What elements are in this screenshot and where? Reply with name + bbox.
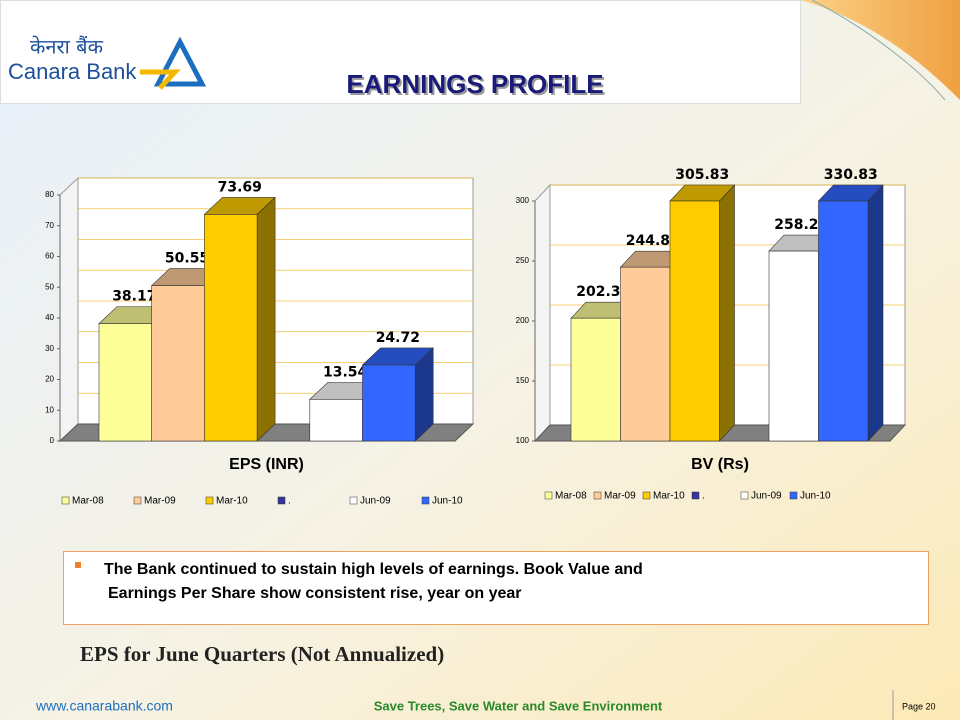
footer-page: Page 20	[902, 701, 936, 711]
side-wall	[59, 176, 79, 443]
y-tick-label: 60	[45, 252, 54, 261]
legend-swatch	[740, 491, 749, 500]
footer-url: www.canarabank.com	[35, 698, 173, 714]
legend-label: .	[702, 491, 705, 502]
logo-text: Canara Bank	[8, 59, 137, 84]
logo-hindi: केनरा बैंक	[30, 35, 104, 59]
y-tick-label: 30	[45, 344, 54, 353]
y-tick-label: 10	[45, 405, 54, 414]
y-tick-label: 300	[516, 196, 530, 205]
chart-title: BV (Rs)	[691, 456, 749, 473]
data-label: 305.83	[675, 167, 729, 183]
swoosh	[800, 0, 960, 100]
note-line: Earnings Per Share show consistent rise,…	[108, 585, 522, 602]
footer-slogan: Save Trees, Save Water and Save Environm…	[374, 698, 663, 713]
legend-swatch	[133, 496, 142, 505]
y-tick-label: 80	[45, 190, 54, 199]
legend-label: Mar-10	[216, 496, 248, 507]
bar	[151, 285, 205, 442]
y-tick-label: 150	[516, 376, 530, 385]
legend-swatch	[642, 491, 651, 500]
side-wall	[534, 183, 551, 443]
data-label: 330.83	[824, 167, 878, 183]
legend-swatch	[691, 491, 700, 500]
legend-swatch	[593, 491, 602, 500]
bar	[98, 323, 153, 442]
legend-swatch	[205, 496, 214, 505]
legend-label: Mar-09	[144, 496, 176, 507]
y-tick-label: 100	[516, 436, 530, 445]
header-box	[0, 0, 801, 104]
legend-label: Mar-10	[653, 491, 685, 502]
data-label: 258.25	[774, 217, 828, 233]
y-tick-label: 50	[45, 282, 54, 291]
legend-swatch	[789, 491, 798, 500]
data-label: 202.33	[576, 284, 630, 300]
bar	[204, 214, 258, 442]
subtitle: EPS for June Quarters (Not Annualized)	[80, 642, 444, 666]
header-curve	[811, 0, 946, 101]
legend-label: Jun-10	[800, 491, 831, 502]
data-label: 13.54	[323, 364, 368, 380]
bar-side	[256, 196, 276, 442]
note-box	[63, 551, 929, 625]
legend-label: Mar-09	[604, 491, 636, 502]
legend-label: Jun-09	[751, 491, 782, 502]
legend-label: Mar-08	[72, 496, 104, 507]
legend-swatch	[544, 491, 553, 500]
data-label: 244.87	[626, 233, 680, 249]
data-label: 38.17	[112, 289, 156, 305]
bar	[620, 266, 671, 442]
data-label: 24.72	[376, 330, 420, 346]
y-tick-label: 20	[45, 375, 54, 384]
legend-label: .	[288, 496, 291, 507]
bullet	[75, 562, 81, 568]
bar	[669, 200, 720, 442]
title-shadow: EARNINGS PROFILE	[348, 71, 605, 101]
legend-label: Mar-08	[555, 491, 587, 502]
bar	[768, 250, 819, 442]
legend-swatch	[61, 496, 70, 505]
bar	[818, 200, 869, 442]
bar	[309, 399, 363, 442]
data-label: 73.69	[218, 179, 262, 195]
note-line: The Bank continued to sustain high level…	[104, 561, 643, 578]
legend-swatch	[421, 496, 430, 505]
y-tick-label: 250	[516, 256, 530, 265]
bar	[570, 317, 621, 442]
y-tick-label: 40	[45, 313, 54, 322]
legend-swatch	[349, 496, 358, 505]
bar-side	[719, 184, 735, 442]
y-tick-label: 70	[45, 221, 54, 230]
bar-side	[867, 184, 884, 442]
legend-label: Jun-09	[360, 496, 391, 507]
y-tick-label: 200	[516, 316, 530, 325]
chart-title: EPS (INR)	[229, 456, 304, 473]
legend-swatch	[277, 496, 286, 505]
logo-mark	[153, 36, 207, 87]
logo-mark-accent	[140, 69, 181, 90]
data-label: 50.55	[165, 251, 209, 267]
bar	[362, 364, 416, 442]
title: EARNINGS PROFILE	[346, 69, 603, 99]
y-tick-label: 0	[50, 436, 55, 445]
legend-label: Jun-10	[432, 496, 463, 507]
